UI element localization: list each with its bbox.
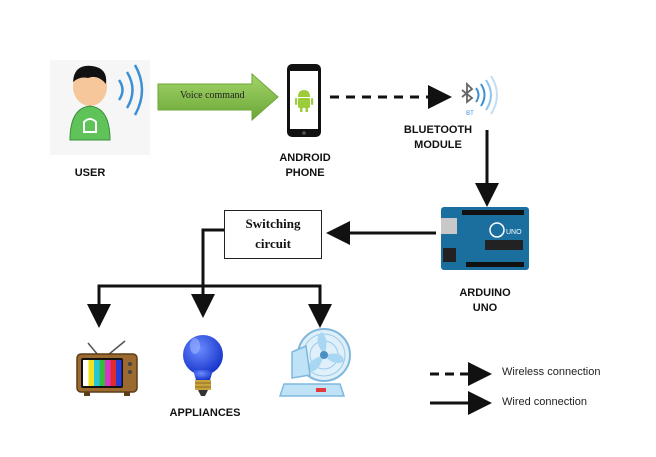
switching-circuit-label-line2: circuit	[225, 234, 321, 254]
android-phone-icon	[287, 64, 321, 137]
arduino-board-icon: UNO	[441, 207, 529, 270]
bt-badge-text: BT	[466, 111, 474, 117]
legend-wireless-label: Wireless connection	[502, 366, 600, 378]
voice-command-label: Voice command	[180, 90, 245, 101]
user-label: USER	[70, 166, 110, 181]
android-phone-label-line1: ANDROID	[270, 151, 340, 166]
tv-icon	[77, 341, 137, 396]
user-icon	[50, 60, 150, 155]
android-phone-label: ANDROID PHONE	[270, 151, 340, 181]
legend	[430, 374, 486, 403]
switching-circuit-box: Switching circuit	[224, 210, 322, 259]
bluetooth-module-label-line2: MODULE	[398, 138, 478, 153]
arduino-uno-label: ARDUINO UNO	[445, 286, 525, 316]
arduino-uno-label-line1: ARDUINO	[445, 286, 525, 301]
android-phone-label-line2: PHONE	[270, 166, 340, 181]
light-bulb-icon	[183, 335, 223, 396]
bluetooth-module-label-line1: BLUETOOTH	[398, 123, 478, 138]
arduino-uno-label-line2: UNO	[445, 301, 525, 316]
uno-board-text: UNO	[506, 229, 522, 236]
legend-wired-label: Wired connection	[502, 396, 587, 408]
bluetooth-icon: BT	[462, 76, 497, 117]
bluetooth-module-label: BLUETOOTH MODULE	[398, 123, 478, 153]
fan-icon	[280, 329, 350, 396]
appliances-label: APPLIANCES	[165, 406, 245, 421]
switching-circuit-label-line1: Switching	[225, 214, 321, 234]
